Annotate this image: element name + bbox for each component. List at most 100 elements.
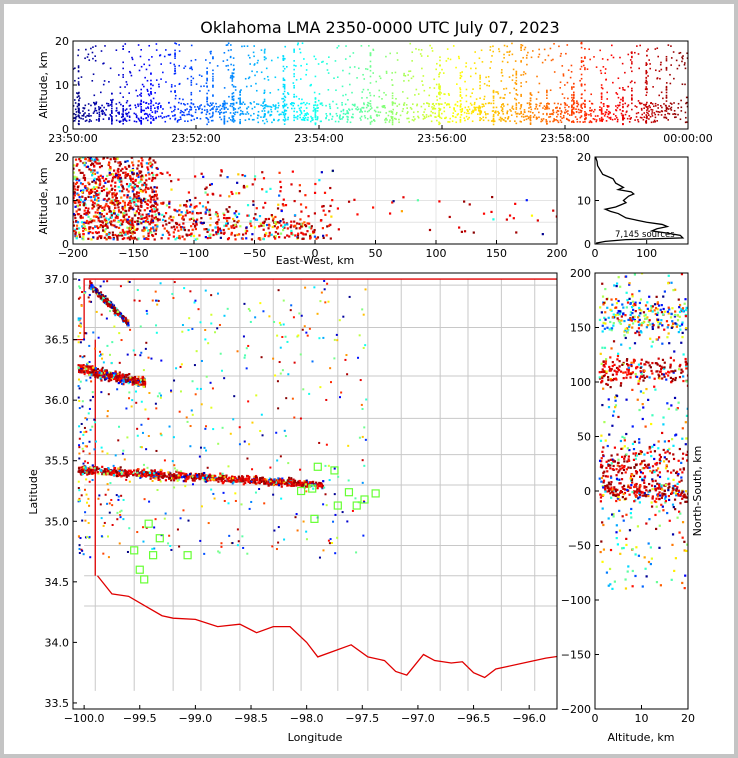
source-point	[112, 210, 115, 213]
source-point	[188, 113, 191, 116]
source-point	[89, 118, 91, 121]
source-point	[572, 94, 575, 96]
source-point	[79, 182, 83, 185]
source-point	[546, 113, 548, 116]
source-point	[91, 187, 94, 191]
source-point	[104, 204, 107, 207]
source-point	[82, 238, 85, 241]
source-point	[150, 102, 152, 105]
source-point	[167, 231, 170, 234]
source-point	[581, 107, 583, 110]
source-point	[197, 476, 200, 479]
source-point	[443, 106, 445, 109]
source-point	[230, 49, 232, 51]
source-point	[82, 226, 85, 230]
source-point	[316, 110, 319, 112]
source-point	[129, 235, 133, 238]
source-point	[515, 93, 518, 95]
source-point	[127, 474, 130, 477]
source-point	[184, 480, 188, 483]
source-point	[290, 107, 293, 110]
source-point	[312, 482, 315, 486]
source-point	[198, 234, 201, 237]
source-point	[525, 57, 528, 59]
source-point	[316, 236, 320, 239]
source-point	[115, 157, 118, 160]
source-point	[276, 207, 280, 210]
source-point	[500, 104, 503, 106]
source-point	[253, 478, 257, 481]
source-point	[124, 117, 126, 120]
source-point	[204, 211, 207, 214]
source-point	[557, 102, 559, 105]
source-point	[104, 228, 108, 231]
source-point	[631, 62, 633, 65]
source-point	[163, 116, 166, 118]
source-point	[263, 58, 266, 61]
source-point	[108, 118, 110, 121]
source-point	[305, 114, 308, 117]
source-point	[265, 232, 268, 235]
source-point	[192, 234, 196, 238]
source-point	[129, 70, 131, 73]
source-point	[137, 207, 140, 211]
source-point	[657, 104, 659, 106]
source-point	[658, 94, 661, 97]
source-point	[127, 215, 131, 219]
source-point	[232, 98, 235, 101]
source-point	[274, 231, 277, 234]
source-point	[239, 93, 241, 96]
source-point	[497, 92, 500, 95]
source-point	[559, 55, 562, 57]
source-point	[493, 120, 496, 123]
source-point	[253, 45, 256, 47]
source-point	[178, 119, 180, 121]
source-point	[269, 92, 272, 94]
source-point	[255, 478, 258, 481]
source-point	[174, 476, 177, 479]
source-point	[296, 111, 298, 113]
source-point	[283, 110, 286, 113]
source-point	[262, 177, 266, 180]
source-point	[274, 235, 277, 238]
source-point	[154, 206, 157, 209]
source-point	[313, 91, 316, 94]
source-point	[637, 111, 640, 114]
source-point	[223, 111, 226, 114]
source-point	[635, 116, 638, 118]
source-point	[227, 237, 230, 240]
source-point	[185, 211, 188, 214]
source-point	[515, 108, 518, 110]
source-point	[639, 116, 642, 119]
source-point	[526, 54, 528, 57]
source-point	[441, 68, 443, 71]
source-point	[593, 118, 596, 121]
source-point	[157, 211, 160, 215]
source-point	[482, 119, 485, 122]
source-point	[526, 115, 528, 117]
source-point	[439, 87, 441, 89]
source-point	[131, 186, 134, 189]
source-point	[153, 469, 156, 472]
source-point	[373, 94, 375, 97]
source-point	[522, 116, 525, 118]
source-point	[79, 201, 82, 204]
source-point	[153, 198, 156, 201]
source-point	[100, 189, 104, 193]
source-point	[122, 230, 125, 233]
source-point	[559, 81, 562, 84]
source-point	[436, 119, 438, 122]
source-point	[74, 113, 77, 116]
source-point	[422, 75, 425, 77]
source-point	[342, 69, 344, 72]
source-point	[154, 200, 157, 204]
source-point	[282, 119, 285, 121]
source-point	[122, 215, 125, 218]
source-point	[117, 210, 121, 213]
source-point	[482, 116, 485, 119]
source-point	[73, 184, 75, 187]
source-point	[562, 73, 565, 75]
source-point	[553, 118, 555, 120]
source-point	[186, 113, 188, 116]
source-point	[136, 172, 139, 175]
